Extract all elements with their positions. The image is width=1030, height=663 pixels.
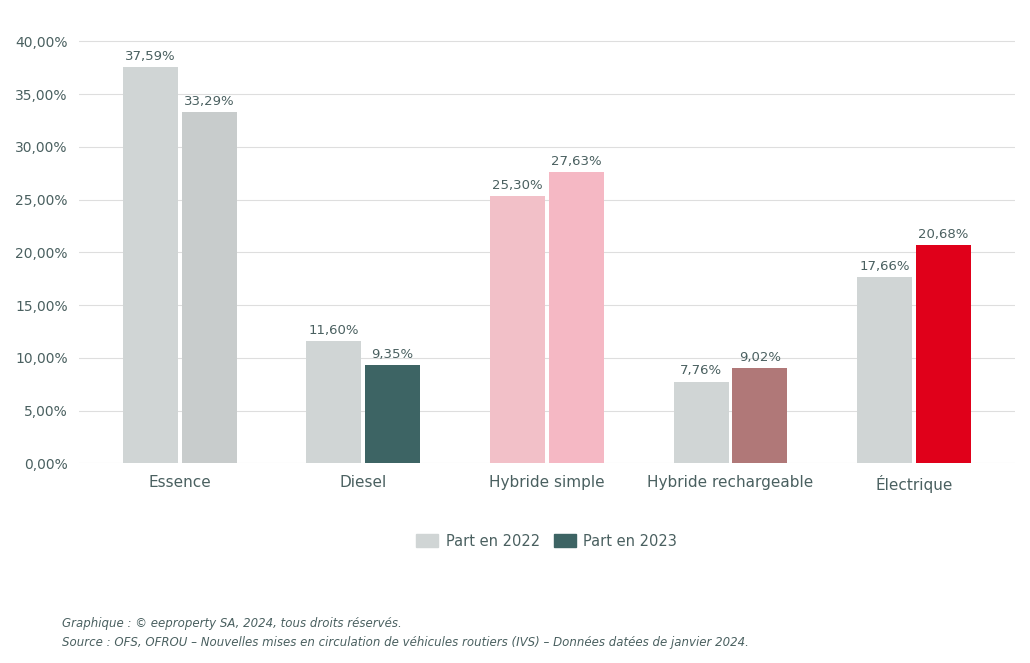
Bar — [857, 277, 913, 463]
Text: Source : OFS, OFROU – Nouvelles mises en circulation de véhicules routiers (IVS): Source : OFS, OFROU – Nouvelles mises en… — [62, 636, 749, 650]
Text: 9,35%: 9,35% — [372, 347, 414, 361]
Text: 25,30%: 25,30% — [492, 179, 543, 192]
Text: 27,63%: 27,63% — [551, 154, 602, 168]
Text: Graphique : © eeproperty SA, 2024, tous droits réservés.: Graphique : © eeproperty SA, 2024, tous … — [62, 617, 402, 630]
Bar — [732, 368, 787, 463]
Bar — [490, 196, 545, 463]
Text: 20,68%: 20,68% — [918, 228, 968, 241]
Bar — [365, 365, 420, 463]
Bar — [181, 112, 237, 463]
Bar — [306, 341, 362, 463]
Bar — [549, 172, 604, 463]
Bar — [123, 67, 178, 463]
Bar — [916, 245, 971, 463]
Text: 33,29%: 33,29% — [183, 95, 235, 108]
Text: 11,60%: 11,60% — [309, 324, 359, 337]
Bar — [674, 381, 728, 463]
Text: 9,02%: 9,02% — [739, 351, 781, 364]
Legend: Part en 2022, Part en 2023: Part en 2022, Part en 2023 — [411, 528, 683, 555]
Text: 37,59%: 37,59% — [125, 50, 176, 62]
Text: 7,76%: 7,76% — [680, 365, 722, 377]
Text: 17,66%: 17,66% — [859, 260, 909, 273]
